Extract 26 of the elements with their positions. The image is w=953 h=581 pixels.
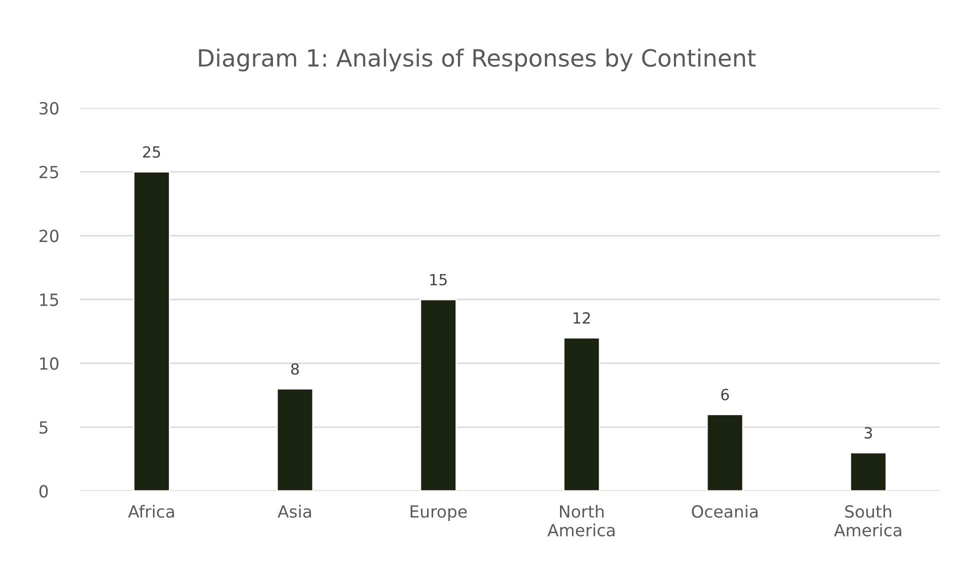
x-tick-label: Europe [410,505,467,522]
data-label: 6 [721,388,729,400]
y-tick-label: 5 [40,421,48,434]
x-tick-label: Oceania [692,504,758,518]
bar [850,452,887,491]
data-label: 25 [143,146,160,158]
y-tick-label: 0 [39,484,48,498]
bar [420,298,457,491]
y-tick-label: 15 [40,294,58,306]
y-tick-label: 20 [40,230,58,242]
chart-title: Diagram 1: Analysis of Responses by Continent [199,48,756,72]
x-tick-label: South America [834,504,902,536]
bar [276,388,314,491]
y-tick-label: 25 [40,166,58,178]
y-tick-label: 10 [40,357,58,370]
data-label: 15 [430,274,447,286]
x-tick-label: Asia [278,504,311,518]
bar [563,337,600,491]
x-tick-label: North America [547,504,615,536]
bar [706,414,744,491]
x-tick-label: Africa [128,504,174,518]
data-label: 8 [291,363,299,375]
data-label: 12 [574,312,590,324]
data-label: 3 [864,427,872,439]
bar [133,171,170,491]
y-tick-label: 30 [40,102,58,115]
